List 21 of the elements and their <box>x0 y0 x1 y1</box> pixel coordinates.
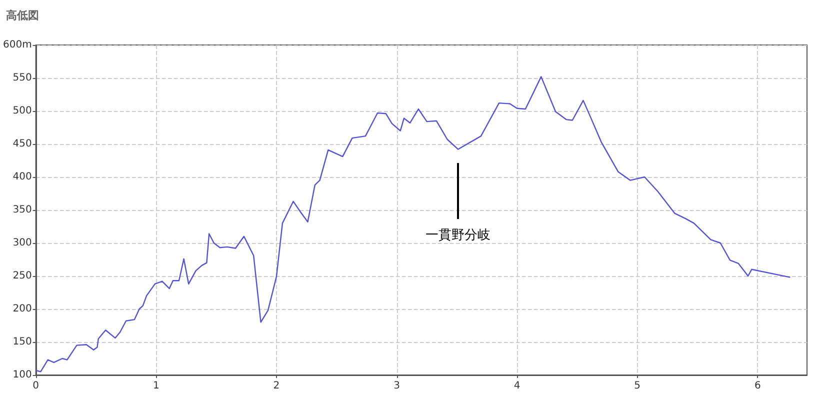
x-tick-label: 6 <box>754 380 761 392</box>
x-tick-label: 2 <box>273 380 280 392</box>
x-tick-label: 0 <box>32 380 40 392</box>
y-tick-label: 250 <box>12 270 32 282</box>
y-tick-label: 200 <box>12 304 32 314</box>
y-tick-label: 450 <box>12 138 32 150</box>
y-tick-label: 600m <box>3 40 32 50</box>
line-series <box>35 76 791 372</box>
y-tick-label: 350 <box>12 204 32 216</box>
x-tick-label: 5 <box>634 380 641 392</box>
chart-title: 高低図 <box>6 8 39 23</box>
y-tick-label: 300 <box>12 238 32 248</box>
y-tick-label: 100 <box>12 370 32 380</box>
y-tick-label: 150 <box>12 336 32 348</box>
y-tick-label: 500 <box>12 106 32 116</box>
x-tick-label: 3 <box>394 380 400 392</box>
annotation: 一貫野分岐 <box>426 227 490 244</box>
y-tick-label: 550 <box>12 72 32 84</box>
x-tick-label: 4 <box>514 380 520 392</box>
x-tick-label: 1 <box>152 380 160 392</box>
y-tick-label: 400 <box>12 172 32 182</box>
